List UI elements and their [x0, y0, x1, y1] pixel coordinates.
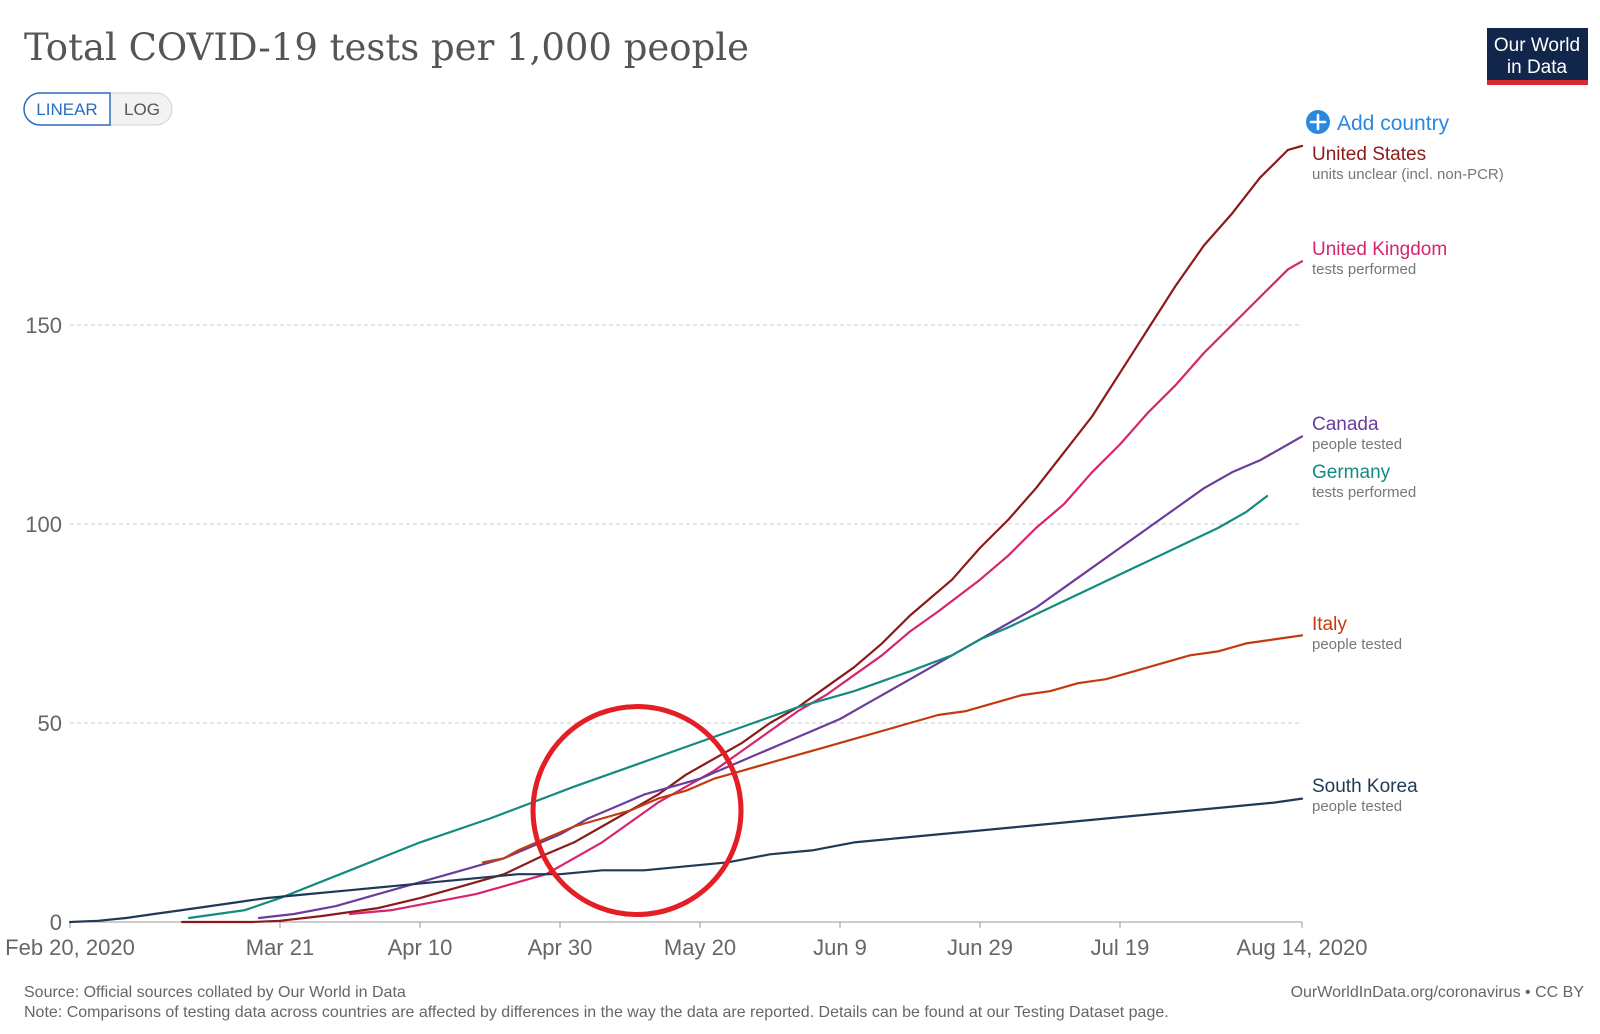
series-line-canada[interactable]	[257, 435, 1304, 920]
legend-south-korea[interactable]: South Korea	[1312, 776, 1418, 797]
scale-toggle: LINEAR LOG	[23, 92, 173, 126]
red-circle-annotation	[530, 704, 744, 918]
series-line-united-states[interactable]	[180, 144, 1304, 924]
x-tick-label: May 20	[664, 935, 736, 960]
series-lines	[68, 144, 1304, 924]
series-line-united-kingdom[interactable]	[348, 260, 1304, 916]
legend-note-italy: people tested	[1312, 636, 1402, 653]
log-button-label: LOG	[124, 100, 160, 119]
y-axis: 0 50 100 150	[25, 313, 62, 935]
chart-title: Total COVID-19 tests per 1,000 people	[24, 26, 749, 69]
x-tick-label: Mar 21	[246, 935, 314, 960]
add-country-label: Add country	[1337, 112, 1450, 135]
x-tick-label: Jul 19	[1091, 935, 1150, 960]
legend-canada[interactable]: Canada	[1312, 414, 1379, 435]
x-tick-label: Apr 10	[388, 935, 453, 960]
legend-note-united-states: units unclear (incl. non-PCR)	[1312, 166, 1504, 183]
linear-button-label: LINEAR	[36, 100, 97, 119]
logo-line-1: Our World	[1494, 35, 1580, 56]
legend-note-south-korea: people tested	[1312, 798, 1402, 815]
x-tick-label: Jun 9	[813, 935, 867, 960]
add-country-button[interactable]: Add country	[1306, 110, 1450, 135]
x-tick-label: Apr 30	[528, 935, 593, 960]
legend-italy[interactable]: Italy	[1312, 614, 1347, 635]
y-tick-label: 150	[25, 313, 62, 338]
linear-button[interactable]: LINEAR	[23, 92, 111, 126]
series-line-south-korea[interactable]	[68, 797, 1304, 924]
annotation	[530, 704, 744, 918]
legend-note-united-kingdom: tests performed	[1312, 261, 1416, 278]
legend-note-canada: people tested	[1312, 436, 1402, 453]
log-button[interactable]: LOG	[124, 100, 160, 119]
legend-united-kingdom[interactable]: United Kingdom	[1312, 239, 1447, 260]
y-tick-label: 0	[50, 910, 62, 935]
logo-line-2: in Data	[1507, 57, 1568, 78]
legend-note-germany: tests performed	[1312, 484, 1416, 501]
gridlines	[70, 324, 1302, 724]
credit-text: OurWorldInData.org/coronavirus • CC BY	[1291, 984, 1585, 1001]
source-text: Source: Official sources collated by Our…	[24, 984, 406, 1001]
series-line-italy[interactable]	[481, 634, 1304, 864]
x-tick-label: Feb 20, 2020	[5, 935, 135, 960]
y-tick-label: 50	[38, 711, 62, 736]
legend-united-states[interactable]: United States	[1312, 144, 1426, 165]
y-tick-label: 100	[25, 512, 62, 537]
owid-logo[interactable]: Our World in Data	[1487, 28, 1588, 85]
x-tick-label: Jun 29	[947, 935, 1013, 960]
legend-germany[interactable]: Germany	[1312, 462, 1391, 483]
x-tick-label: Aug 14, 2020	[1237, 935, 1368, 960]
note-text: Note: Comparisons of testing data across…	[24, 1004, 1169, 1021]
series-line-germany[interactable]	[187, 495, 1269, 920]
x-axis: Feb 20, 2020 Mar 21 Apr 10 Apr 30 May 20 Jun …	[5, 921, 1368, 960]
